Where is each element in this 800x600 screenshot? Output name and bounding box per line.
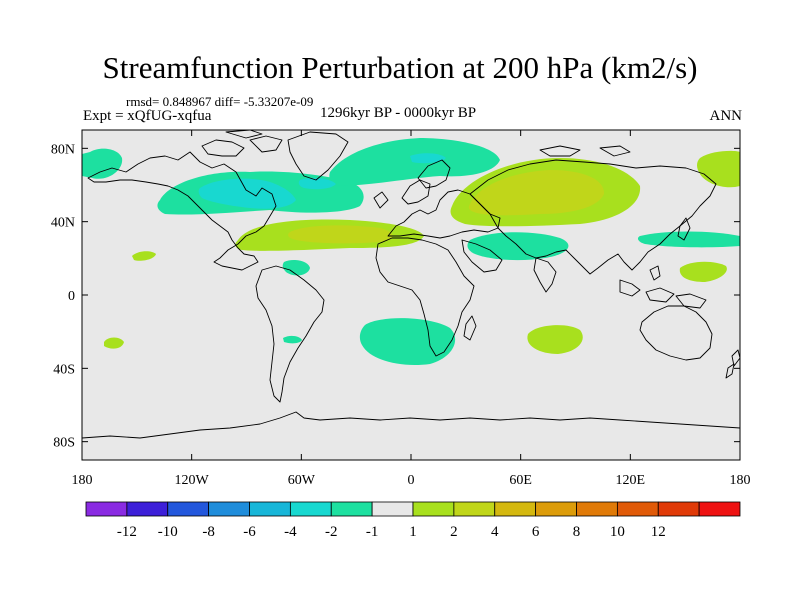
x-tick-label: 180 <box>730 473 751 488</box>
x-tick-label: 60E <box>509 473 532 488</box>
y-tick-label: 80N <box>51 142 75 157</box>
colorbar-swatch <box>657 501 700 517</box>
colorbar-swatch <box>576 501 618 517</box>
anomaly-greenland-core <box>298 177 336 190</box>
coastline-se-asia-islands <box>619 265 707 309</box>
colorbar-label: -6 <box>243 524 256 540</box>
y-tick-label: 40S <box>53 362 75 377</box>
x-tick-label: 0 <box>408 473 415 488</box>
map-title: Streamfunction Perturbation at 200 hPa (… <box>102 50 698 85</box>
coastline-australia <box>639 305 713 361</box>
coastline-asia <box>469 159 717 275</box>
colorbar-swatch <box>126 501 169 517</box>
colorbar-swatch <box>289 501 332 517</box>
colorbar-swatch <box>208 501 250 517</box>
x-tick-label: 60W <box>288 473 316 488</box>
anomaly-south-pacific <box>104 337 124 349</box>
colorbar-swatch <box>412 501 455 517</box>
y-tick-label: 40N <box>51 216 75 231</box>
y-axis-ticks: 80N 40N 0 40S 80S <box>51 142 740 451</box>
colorbar-label: 6 <box>532 524 540 540</box>
x-tick-label: 120W <box>175 473 210 488</box>
coastline-japan <box>677 217 691 241</box>
y-tick-label: 80S <box>53 436 75 451</box>
anomaly-nw-pacific <box>697 150 740 188</box>
coastline-africa <box>375 237 475 357</box>
anomaly-south-indian <box>527 325 583 354</box>
rmsd-diff-stats: rmsd= 0.848967 diff= -5.33207e-09 <box>126 94 314 109</box>
colorbar-swatch <box>85 501 128 517</box>
colorbar: -12 -10 -8 -6 -4 -2 -1 1 2 4 6 8 10 12 <box>85 501 741 540</box>
colorbar-label: -8 <box>202 524 215 540</box>
anomaly-north-pacific <box>82 148 123 179</box>
colorbar-label: 2 <box>450 524 458 540</box>
coastline-antarctica <box>82 411 740 439</box>
anomaly-south-atlantic <box>359 318 456 366</box>
colorbar-label: -4 <box>284 524 297 540</box>
coastline-arabia <box>461 239 503 273</box>
colorbar-label: 8 <box>573 524 581 540</box>
colorbar-label: 1 <box>409 524 417 540</box>
colorbar-label: -10 <box>158 524 178 540</box>
coastline-south-america <box>255 265 325 403</box>
coastline-india <box>533 257 557 293</box>
coastline-layer <box>82 130 740 439</box>
anomaly-siberia-core <box>468 170 605 216</box>
x-axis-ticks: 180 120W 60W 0 60E 120E 180 <box>72 130 751 488</box>
colorbar-label: -1 <box>366 524 379 540</box>
coastline-new-zealand <box>725 349 740 379</box>
coastline-greenland <box>287 131 349 181</box>
colorbar-swatch <box>371 501 414 517</box>
coastline-scandinavia <box>417 159 451 189</box>
x-tick-label: 180 <box>72 473 93 488</box>
anomaly-tropical-east-pacific <box>132 251 156 261</box>
anomaly-atlantic-core <box>288 225 393 244</box>
coastline-siberia-arctic <box>539 145 631 157</box>
colorbar-label: -12 <box>117 524 137 540</box>
x-tick-label: 120E <box>616 473 646 488</box>
map-background <box>82 130 740 460</box>
time-period-label: 1296kyr BP - 0000kyr BP <box>320 105 477 121</box>
coastline-north-america <box>87 151 277 271</box>
coastline-madagascar <box>463 315 477 341</box>
colorbar-label: 12 <box>651 524 666 540</box>
colorbar-swatch <box>453 501 496 517</box>
anomaly-east-pacific <box>282 260 310 276</box>
colorbar-swatch <box>330 501 373 517</box>
colorbar-swatch <box>167 501 210 517</box>
anomaly-hudson-core <box>198 178 296 209</box>
experiment-label: Expt = xQfUG-xqfua <box>83 108 212 124</box>
anomaly-arctic-core <box>410 153 446 164</box>
colorbar-swatch <box>698 501 741 517</box>
anomaly-southeast-pacific <box>283 335 302 344</box>
colorbar-swatch <box>494 501 537 517</box>
colorbar-label: -2 <box>325 524 338 540</box>
coastline-canadian-arctic <box>201 130 283 157</box>
season-label: ANN <box>709 108 743 124</box>
colorbar-swatch <box>249 501 291 517</box>
colorbar-swatch <box>616 501 659 517</box>
anomaly-tropical-west-pacific <box>679 261 727 282</box>
y-tick-label: 0 <box>68 289 75 304</box>
colorbar-swatch <box>535 501 577 517</box>
anomaly-west-pacific-strip <box>637 231 740 248</box>
colorbar-label: 4 <box>491 524 499 540</box>
colorbar-label: 10 <box>610 524 625 540</box>
